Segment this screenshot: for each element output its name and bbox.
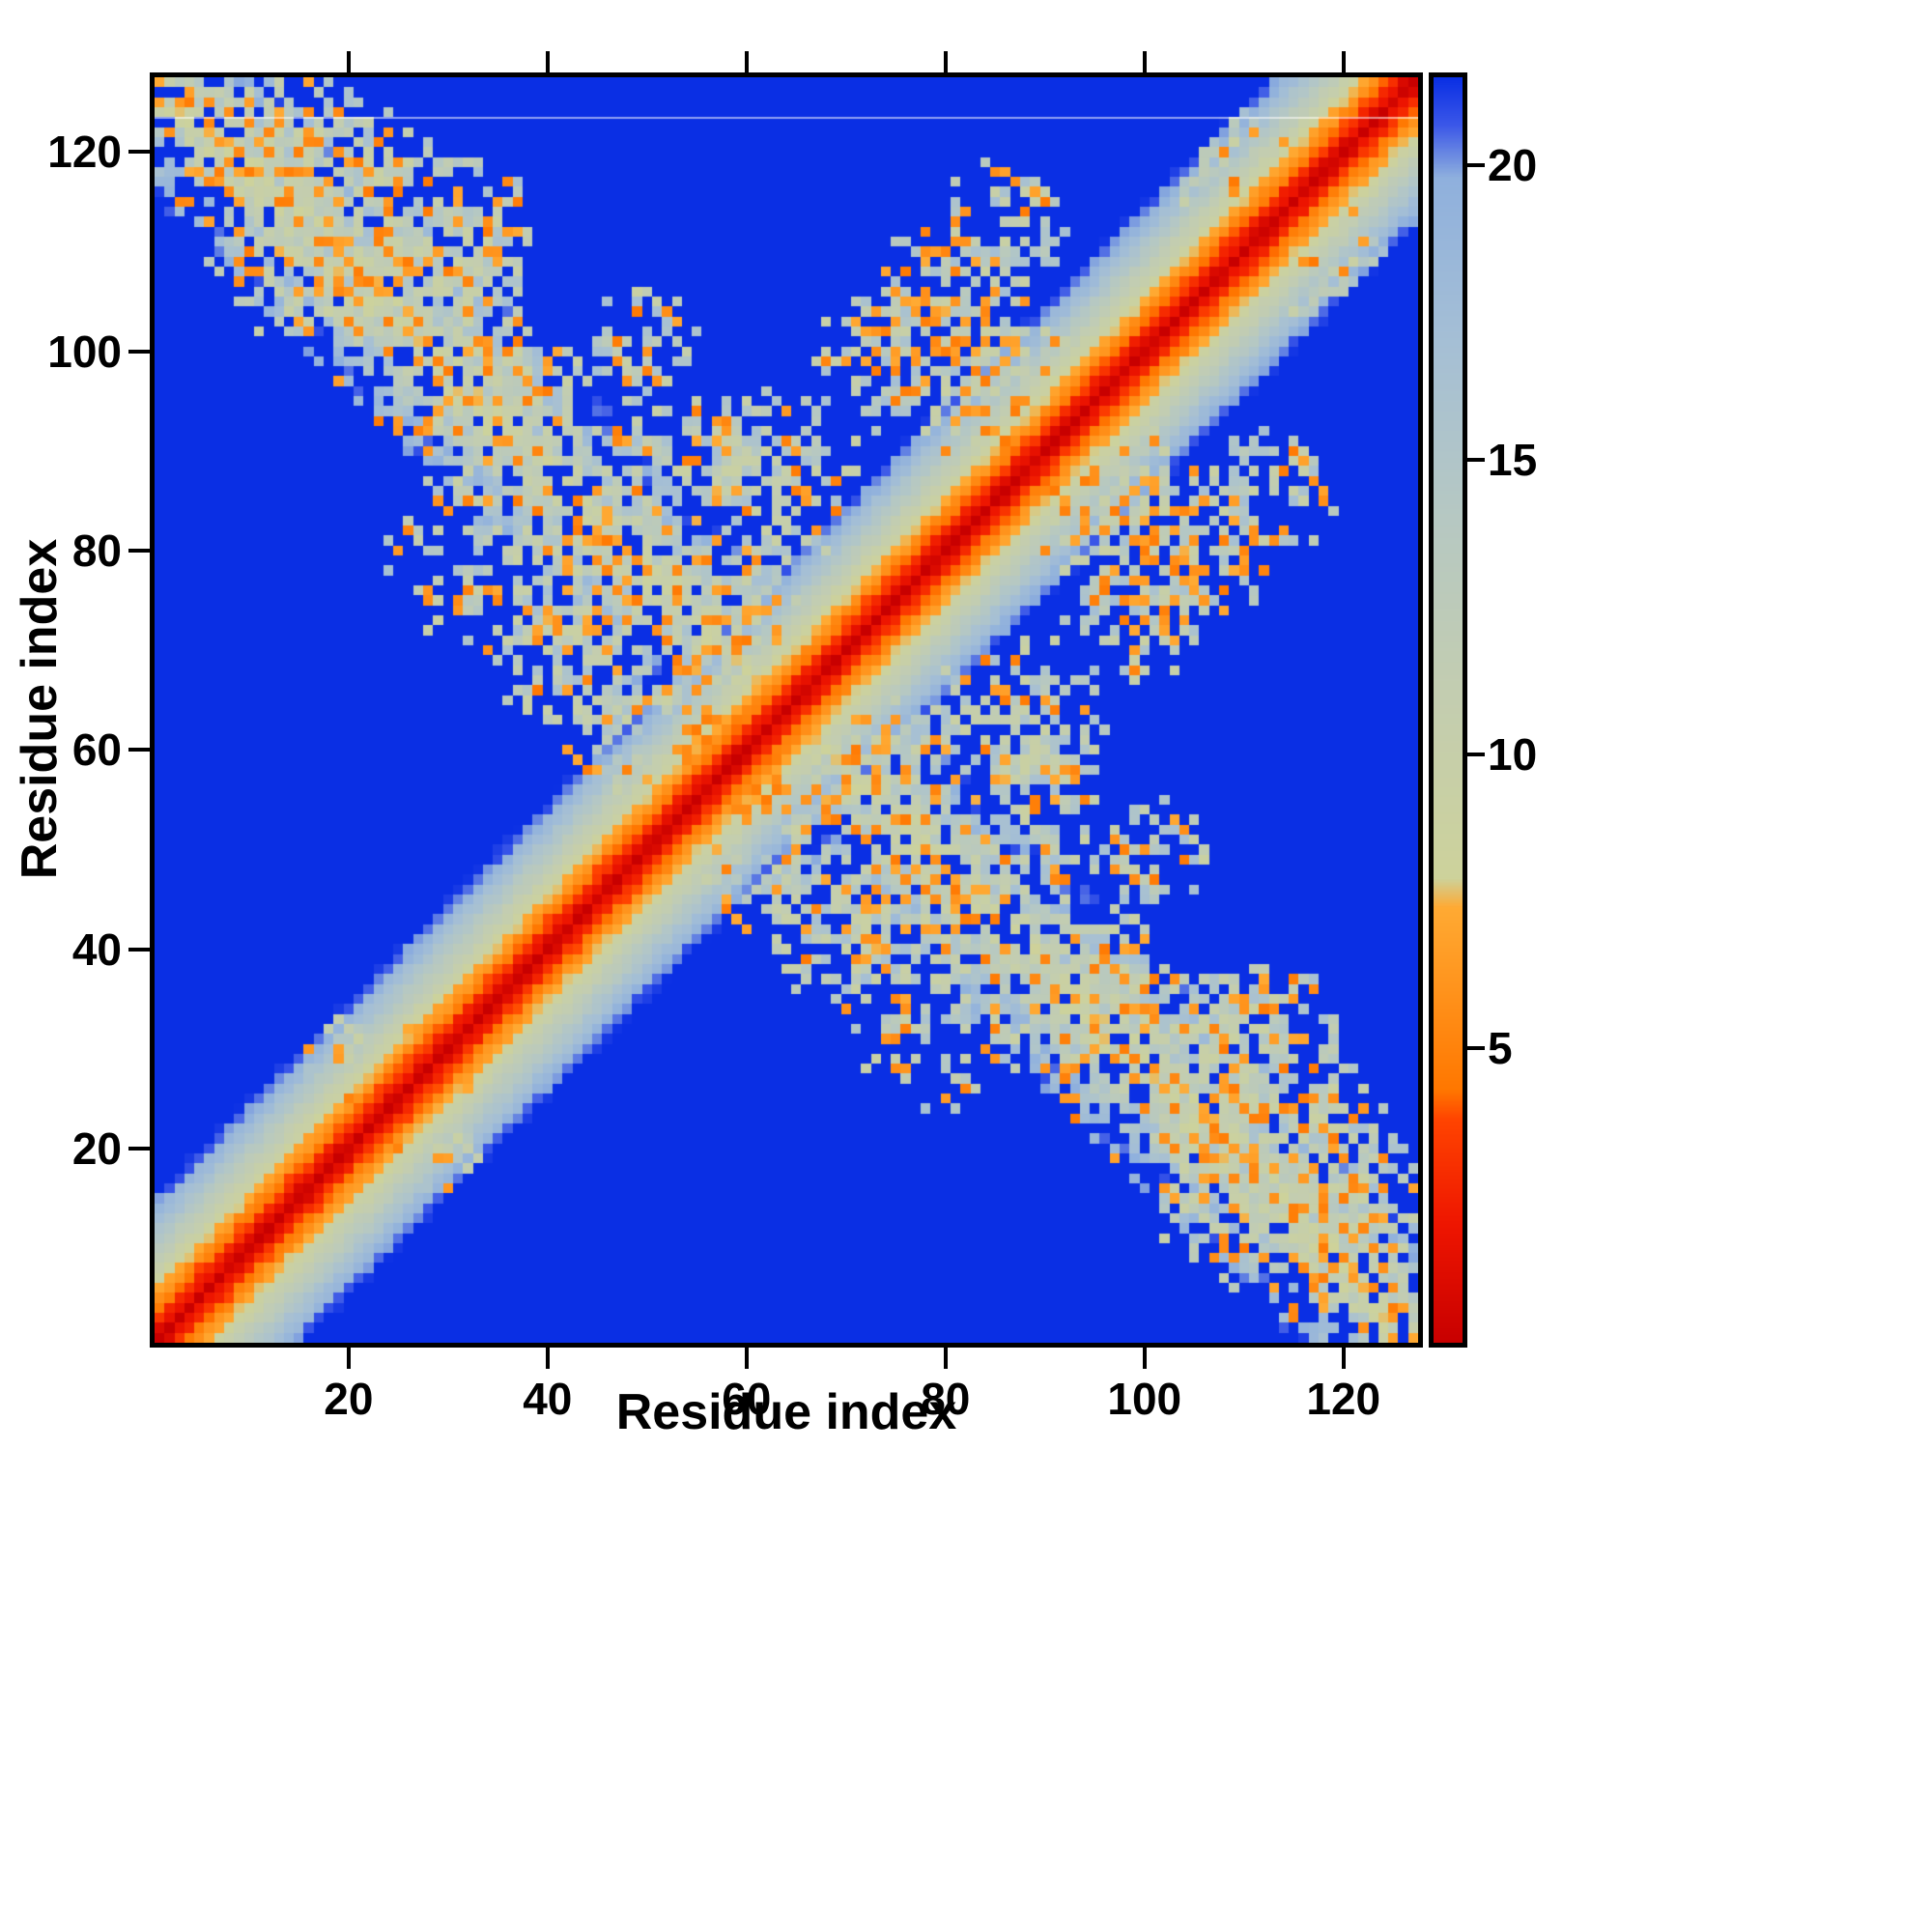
x-top-tick-mark [545,51,550,72]
colorbar-tick-label: 15 [1488,435,1538,486]
colorbar-tick-label: 5 [1488,1023,1513,1074]
x-tick-label: 100 [1107,1374,1182,1424]
colorbar-canvas [1434,77,1463,1343]
x-tick-label: 40 [523,1374,573,1424]
y-tick-mark [128,548,150,553]
colorbar-frame [1429,72,1467,1348]
x-tick-label: 60 [722,1374,772,1424]
y-tick-label: 60 [71,724,122,776]
colorbar-tick-mark [1467,752,1485,756]
x-tick-mark [545,1348,550,1369]
y-tick-label: 100 [47,326,122,377]
y-tick-label: 80 [71,525,122,576]
y-tick-mark [128,349,150,354]
x-top-tick-mark [1341,51,1346,72]
y-tick-mark [128,150,150,155]
colorbar-tick-mark [1467,1046,1485,1051]
colorbar-tick-mark [1467,458,1485,463]
y-tick-label: 20 [71,1122,122,1174]
plot-frame [150,72,1423,1348]
x-tick-label: 20 [324,1374,374,1424]
x-tick-mark [744,1348,749,1369]
y-tick-mark [128,1146,150,1151]
x-tick-mark [1341,1348,1346,1369]
y-tick-mark [128,748,150,753]
colorbar-tick-label: 10 [1488,728,1538,780]
x-top-tick-mark [943,51,948,72]
x-tick-mark [943,1348,948,1369]
x-tick-label: 120 [1306,1374,1381,1424]
x-tick-mark [1142,1348,1147,1369]
colorbar-tick-label: 20 [1488,140,1538,191]
x-top-tick-mark [744,51,749,72]
x-axis-title: Residue index [615,1384,957,1440]
heatmap-canvas [155,77,1418,1343]
x-tick-label: 80 [921,1374,971,1424]
x-tick-mark [346,1348,351,1369]
x-top-tick-mark [1142,51,1147,72]
y-tick-mark [128,947,150,952]
y-tick-label: 40 [71,923,122,975]
y-tick-label: 120 [47,127,122,178]
x-top-tick-mark [346,51,351,72]
colorbar-tick-mark [1467,163,1485,168]
